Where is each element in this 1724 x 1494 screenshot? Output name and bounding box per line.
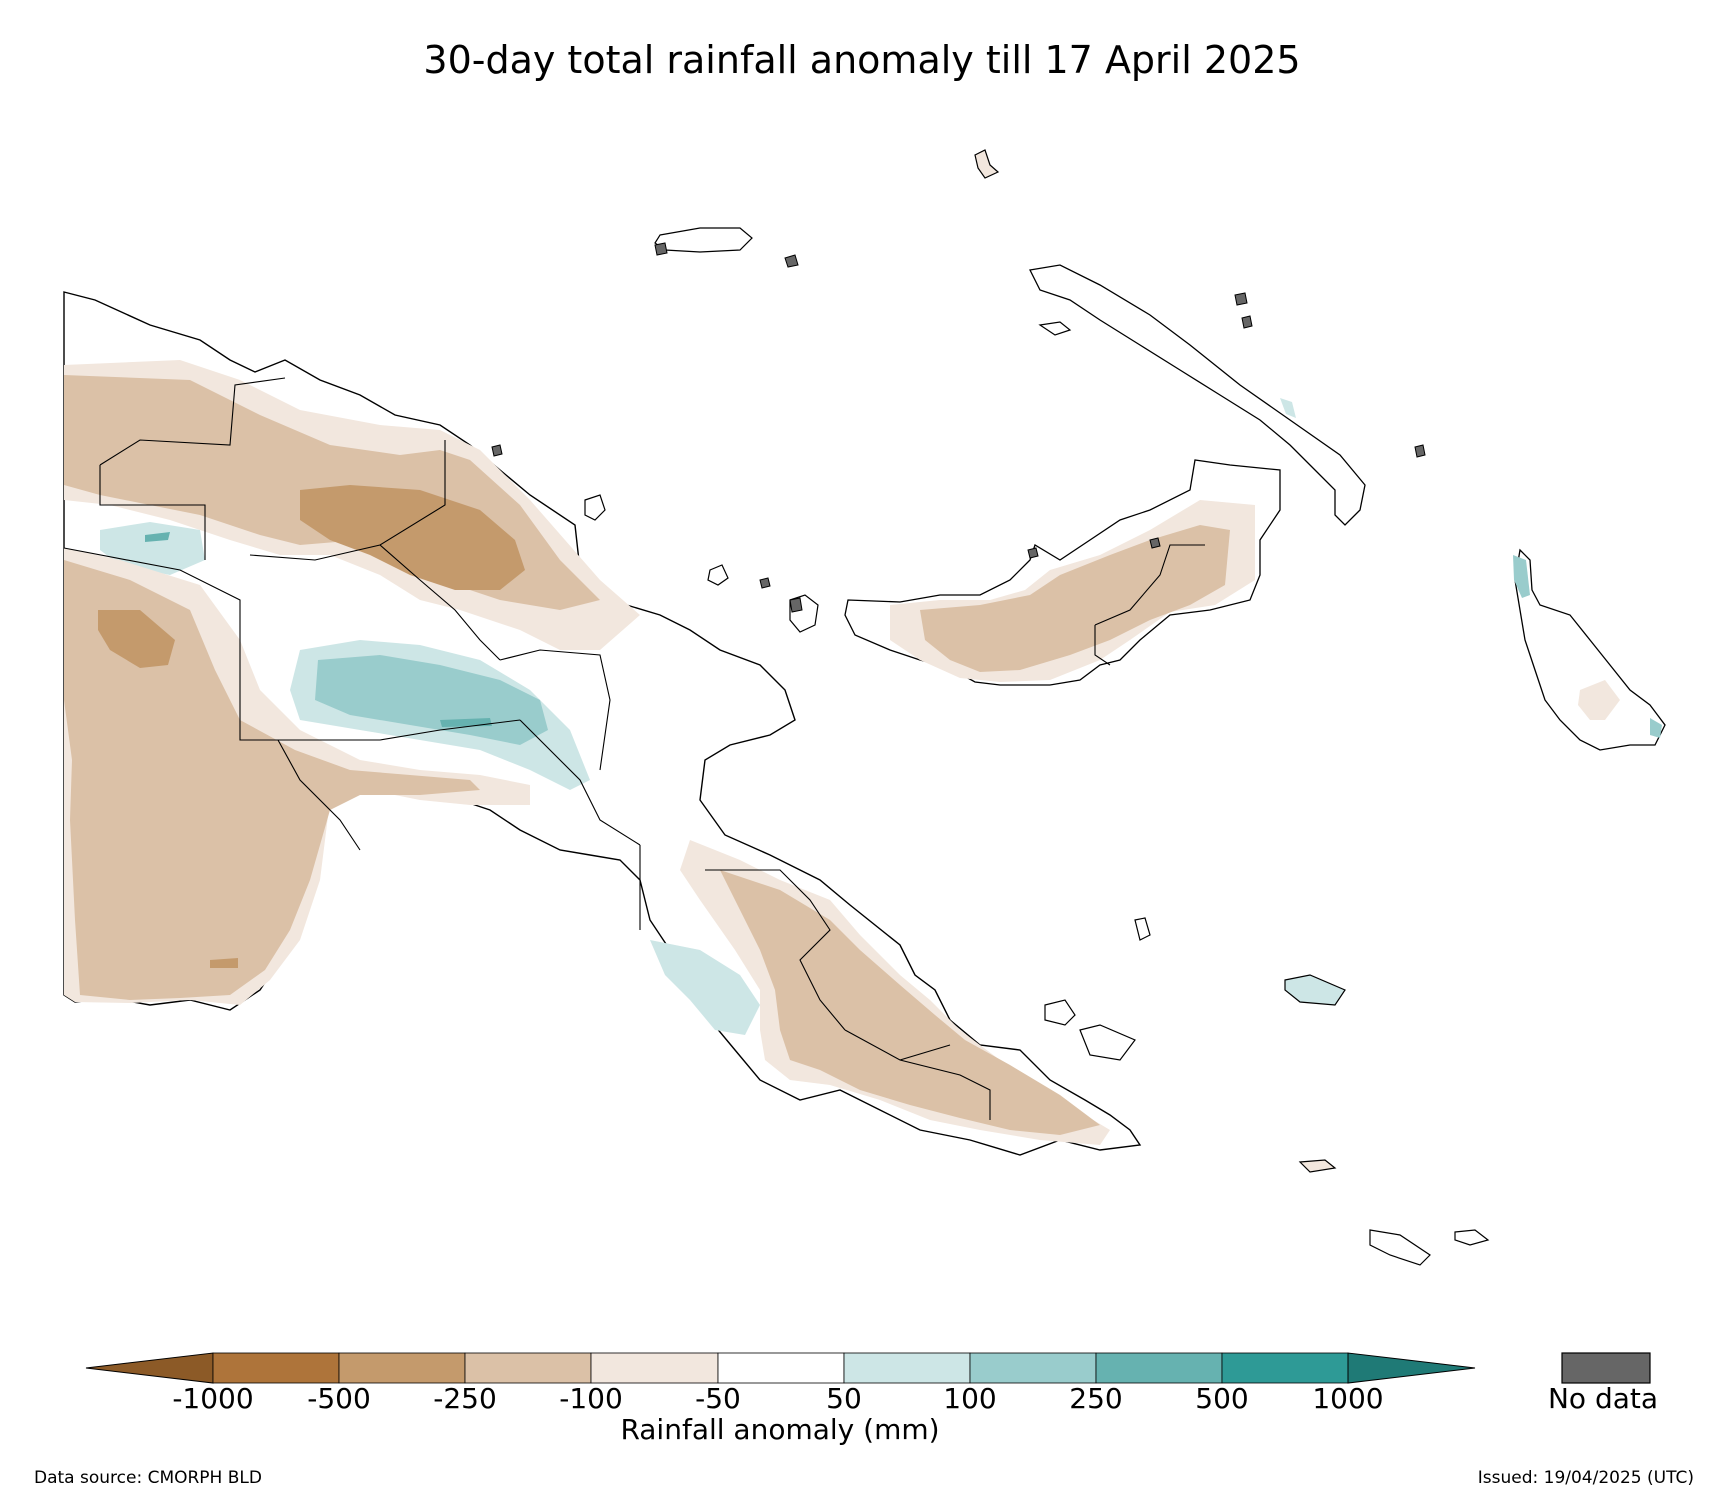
border-line — [379, 544, 501, 661]
colorbar-tick-label: 250 — [1069, 1382, 1123, 1415]
northern-islands — [584, 149, 1490, 1266]
misima-island — [1298, 1159, 1337, 1173]
dry-mid-nb — [920, 525, 1230, 672]
no-data-island — [784, 254, 799, 268]
issued-date-text: Issued: 19/04/2025 (UTC) — [1477, 1468, 1694, 1488]
colorbar-bin — [717, 1352, 845, 1384]
trobriand-island — [1134, 917, 1151, 941]
dry-mid-southeast-peninsula — [720, 870, 1100, 1135]
karkar-island — [707, 564, 729, 586]
border-line — [844, 1029, 991, 1120]
colorbar-bin — [464, 1352, 592, 1384]
border-line — [705, 869, 846, 1031]
dry-mid-south-region — [64, 560, 480, 1000]
dry-strong-core-north — [300, 485, 525, 590]
manus-island — [654, 227, 753, 253]
colorbar-tick-label: -1000 — [172, 1382, 254, 1415]
wet-light-patch-west — [100, 522, 205, 575]
dry-light-bougainville — [1578, 680, 1620, 720]
colorbar-tick-label: 100 — [943, 1382, 997, 1415]
no-data-island — [654, 242, 668, 256]
bougainville-island — [1513, 548, 1666, 751]
normanby-island — [1079, 1024, 1136, 1061]
colorbar-tick-label: 50 — [826, 1382, 862, 1415]
new-hanover-island — [1038, 321, 1072, 336]
long-island — [584, 494, 606, 521]
no-data-island — [1149, 537, 1161, 549]
no-data-island — [1234, 292, 1248, 306]
anomaly-shading-mainland — [64, 360, 1110, 1145]
fergusson-island — [1044, 999, 1076, 1026]
no-data-islands — [491, 242, 1426, 613]
border-line — [99, 465, 206, 560]
colorbar-tick-label: 500 — [1195, 1382, 1249, 1415]
colorbar-tick-label: 1000 — [1312, 1382, 1384, 1415]
no-data-island — [1414, 444, 1426, 458]
colorbar-tick-label: -100 — [559, 1382, 623, 1415]
no-data-swatch — [1561, 1352, 1651, 1384]
colorbar-tick-label: -50 — [695, 1382, 741, 1415]
border-line — [499, 649, 611, 771]
dry-strong-dot-south — [210, 958, 238, 968]
colorbar-title: Rainfall anomaly (mm) — [620, 1413, 940, 1446]
tagula-island — [1369, 1229, 1431, 1266]
wet-light-east-coast — [650, 940, 760, 1035]
data-source-text: Data source: CMORPH BLD — [34, 1468, 262, 1488]
border-line — [63, 547, 521, 741]
dry-strong-core-west — [98, 610, 175, 668]
border-line — [899, 1044, 951, 1061]
no-data-island — [1241, 315, 1253, 329]
colorbar-tick-label: -250 — [433, 1382, 497, 1415]
colorbar-min-arrow — [85, 1352, 214, 1384]
colorbar-max-arrow — [1347, 1352, 1476, 1384]
no-data-island — [759, 577, 771, 589]
province-borders — [63, 377, 991, 1120]
no-data-label: No data — [1547, 1382, 1659, 1415]
border-line — [99, 377, 286, 466]
mussau-island — [974, 149, 1000, 179]
wet-strong-dot-west — [145, 532, 170, 542]
no-data-island — [1027, 547, 1039, 559]
wet-mid-bougainville — [1513, 555, 1530, 598]
colorbar — [85, 1352, 1476, 1384]
map-title: 30-day total rainfall anomaly till 17 Ap… — [423, 38, 1301, 82]
border-line — [277, 739, 361, 851]
colorbar-bin — [1095, 1352, 1223, 1384]
colorbar-bin — [969, 1352, 1097, 1384]
nb-border — [1094, 544, 1205, 666]
new-ireland-outline — [1029, 264, 1366, 526]
colorbar-bin — [1221, 1352, 1349, 1384]
wet-mid-bougainville-south — [1650, 718, 1662, 738]
woodlark-island — [1284, 974, 1346, 1006]
colorbar-bin — [590, 1352, 719, 1384]
border-line — [519, 719, 641, 846]
wet-light-ni — [1280, 398, 1296, 418]
colorbar-tick-label: -500 — [307, 1382, 371, 1415]
colorbar-bin — [843, 1352, 971, 1384]
new-ireland-island — [1029, 264, 1366, 526]
rossel-island — [1454, 1229, 1490, 1246]
no-data-island — [491, 444, 503, 457]
colorbar-bin — [338, 1352, 466, 1384]
no-data-island — [789, 597, 803, 613]
bougainville-outline — [1514, 548, 1666, 751]
new-britain-island — [844, 459, 1281, 686]
colorbar-bin — [212, 1352, 340, 1384]
